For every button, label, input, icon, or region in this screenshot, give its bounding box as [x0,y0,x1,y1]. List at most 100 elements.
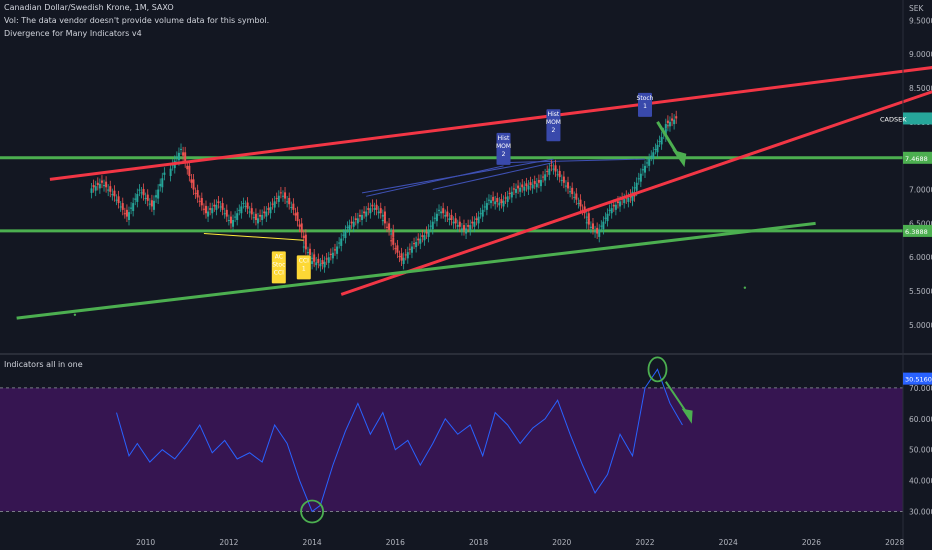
time-tick-label: 2024 [719,538,738,547]
candle-body [311,261,314,264]
candle-body [161,178,164,188]
candle-body [257,218,259,224]
time-tick-label: 2016 [386,538,405,547]
candle-body [279,192,282,194]
candle-body [146,194,149,201]
candle-body [192,179,195,190]
annotation-box [496,132,511,165]
candle-body [666,120,669,123]
candle-body [671,118,674,121]
candle-body [265,211,268,217]
candle-body [184,152,187,163]
candle-body [111,194,114,196]
candle-body [200,198,203,206]
candle-body [365,211,368,217]
candle-body [579,199,582,207]
candle-body [103,185,106,187]
candle-body [375,204,378,210]
candle-body [284,192,287,199]
candle-body [633,187,636,189]
candle-body [639,173,642,182]
candle-body [117,196,120,204]
candle-body [123,213,126,215]
candle-body [550,165,553,167]
candle-body [379,208,382,214]
time-tick-label: 2014 [303,538,322,547]
oscillator-pane[interactable] [0,356,903,524]
candle-body [658,141,661,143]
candle-body [652,152,655,160]
candle-body [460,228,463,231]
candle-body [242,203,245,205]
candle-body [450,214,453,220]
oscillator-tick-label: 50.0000 [909,446,932,455]
candle-body [587,218,590,225]
candle-body [594,231,597,233]
candle-body [668,121,671,127]
candle-body [398,256,401,258]
candle-body [485,203,488,210]
annotation-box [546,109,561,142]
candle-body [452,221,455,224]
candle-body [352,221,355,227]
candle-body [429,225,432,227]
candle-body [105,181,108,188]
candle-body [250,208,253,215]
candle-body [571,187,574,195]
candle-body [213,204,216,207]
candle-body [373,208,376,210]
projection-arrowhead [672,149,687,168]
candle-body [560,179,563,181]
price-tag-label: 6.3888 [905,228,928,236]
candle-body [340,238,343,246]
candle-body [454,218,457,224]
annotation-subtext: Stoc [272,261,285,268]
candle-body [259,214,262,217]
candle-body [115,199,118,201]
candle-body [473,221,476,227]
candle-body [381,220,384,221]
candle-body [508,192,511,195]
candle-body [317,258,320,263]
candle-body [300,223,303,233]
candle-body [292,203,295,210]
candle-body [121,203,124,210]
candle-body [477,216,480,224]
candle-body [415,242,418,248]
price-tick-label: 9.0000 [909,50,932,59]
divergence-line [507,158,646,163]
candle-body [648,159,651,166]
candle-body [227,220,230,221]
candle-body [248,211,251,213]
candle-body [346,226,349,228]
candle-body [602,221,605,230]
candle-body [215,204,218,210]
price-tick-label: 5.0000 [909,321,932,330]
candle-body [562,176,565,183]
candle-body [321,260,324,264]
candle-body [125,209,128,217]
candle-body [529,182,532,186]
candle-body [673,119,676,125]
candle-body [252,217,255,219]
candle-body [425,231,428,234]
candle-body [92,185,95,188]
stray-point [743,286,747,289]
candle-body [390,233,393,235]
candle-body [221,203,224,210]
candle-body [211,208,214,214]
candle-body [306,252,309,254]
time-tick-label: 2010 [136,538,155,547]
candle-body [614,204,617,210]
candle-body [390,240,393,242]
divergence-line [366,165,504,197]
candle-body [319,263,322,267]
candle-body [90,188,93,193]
candle-body [155,195,158,198]
time-tick-label: 2018 [469,538,488,547]
candle-body [608,209,611,211]
candle-body [356,218,359,224]
candle-body [446,211,449,217]
